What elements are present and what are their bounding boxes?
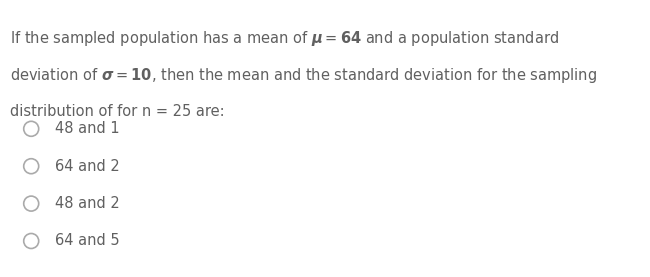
Text: deviation of $\boldsymbol{\sigma} = \mathbf{10}$, then the mean and the standard: deviation of $\boldsymbol{\sigma} = \mat… [10,66,597,86]
Text: distribution of for n = 25 are:: distribution of for n = 25 are: [10,104,224,119]
Text: 64 and 2: 64 and 2 [55,159,120,174]
Text: 48 and 1: 48 and 1 [55,121,120,136]
Text: 48 and 2: 48 and 2 [55,196,120,211]
Text: If the sampled population has a mean of $\boldsymbol{\mu} = \mathbf{64}$ and a p: If the sampled population has a mean of … [10,29,559,48]
Text: 64 and 5: 64 and 5 [55,234,120,248]
